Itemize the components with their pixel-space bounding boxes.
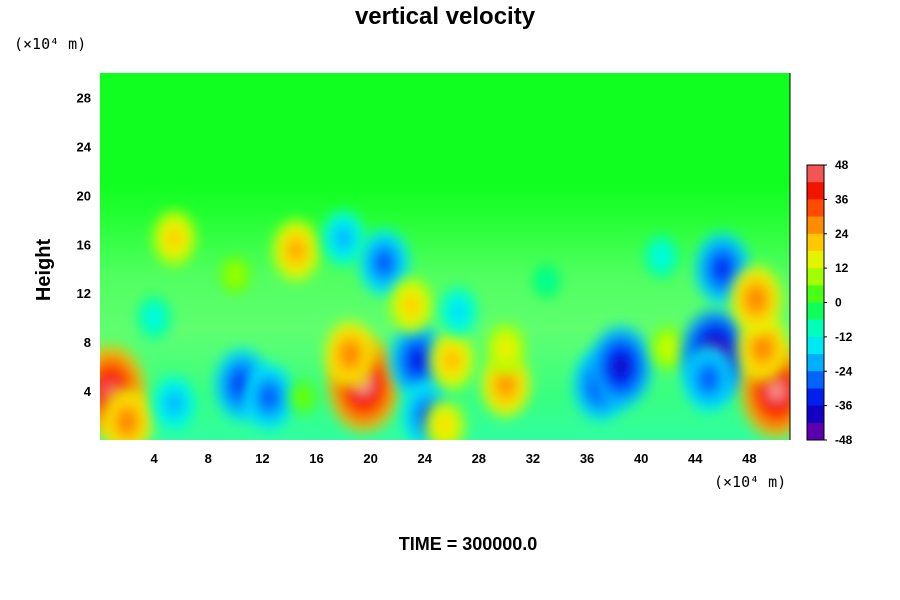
colorbar: 48 36 24 12 0 -12 -24 -36 -48 bbox=[806, 158, 853, 447]
x-tick-label: 28 bbox=[472, 451, 486, 466]
y-tick-label: 8 bbox=[84, 335, 91, 350]
plot-area bbox=[100, 73, 791, 440]
colorbar-swatch bbox=[807, 388, 824, 407]
velocity-cell bbox=[289, 380, 317, 414]
velocity-cell bbox=[682, 344, 736, 414]
velocity-cell bbox=[242, 362, 296, 432]
velocity-cell bbox=[152, 209, 197, 267]
y-unit-label: (×10⁴ m) bbox=[14, 35, 86, 53]
colorbar-tick-label: -12 bbox=[835, 330, 853, 344]
velocity-cell bbox=[389, 276, 434, 334]
colorbar-tick-label: 24 bbox=[835, 227, 849, 241]
colorbar-swatch bbox=[807, 354, 824, 372]
velocity-cell bbox=[357, 228, 411, 298]
velocity-cell bbox=[588, 324, 653, 409]
velocity-cell bbox=[729, 264, 783, 334]
colorbar-swatch bbox=[807, 285, 824, 303]
velocity-cell bbox=[219, 255, 251, 295]
colorbar-swatch bbox=[807, 182, 824, 200]
y-tick-label: 16 bbox=[77, 237, 91, 252]
colorbar-swatch bbox=[807, 268, 824, 286]
colorbar-tick-label: 36 bbox=[835, 192, 849, 206]
colorbar-tick-labels: 48 36 24 12 0 -12 -24 -36 -48 bbox=[824, 158, 853, 447]
colorbar-swatch bbox=[807, 250, 824, 269]
x-tick-label: 16 bbox=[309, 451, 323, 466]
x-tick-label: 20 bbox=[363, 451, 377, 466]
velocity-cell bbox=[152, 374, 197, 432]
x-tick-label: 36 bbox=[580, 451, 594, 466]
colorbar-swatch bbox=[807, 199, 824, 218]
y-tick-labels: 4 8 12 16 20 24 28 bbox=[77, 90, 92, 399]
colorbar-swatch bbox=[807, 336, 824, 355]
colorbar-swatch bbox=[807, 371, 824, 389]
time-footer: TIME = 300000.0 bbox=[399, 534, 538, 554]
x-tick-label: 40 bbox=[634, 451, 648, 466]
velocity-cell bbox=[100, 387, 154, 440]
velocity-cell bbox=[485, 322, 526, 374]
colorbar-swatch bbox=[807, 319, 824, 338]
velocity-cell bbox=[321, 209, 366, 267]
velocity-cell bbox=[650, 325, 686, 371]
x-unit-label: (×10⁴ m) bbox=[714, 473, 786, 491]
velocity-cell bbox=[136, 295, 172, 341]
y-tick-label: 20 bbox=[77, 188, 91, 203]
x-tick-label: 48 bbox=[742, 451, 756, 466]
y-tick-label: 28 bbox=[77, 90, 91, 105]
chart-title: vertical velocity bbox=[355, 3, 536, 30]
velocity-cell bbox=[438, 286, 479, 338]
x-tick-label: 24 bbox=[417, 451, 432, 466]
velocity-cell bbox=[271, 218, 321, 282]
colorbar-tick-label: 48 bbox=[835, 158, 849, 172]
colorbar-tick-label: 0 bbox=[835, 296, 842, 310]
velocity-cell bbox=[532, 262, 561, 299]
y-tick-label: 12 bbox=[77, 286, 91, 301]
x-tick-label: 12 bbox=[255, 451, 269, 466]
velocity-cell bbox=[693, 231, 752, 307]
colorbar-swatch bbox=[807, 216, 824, 235]
x-tick-label: 4 bbox=[151, 451, 159, 466]
contour-field bbox=[100, 209, 790, 440]
x-tick-label: 8 bbox=[205, 451, 212, 466]
colorbar-swatch bbox=[807, 422, 824, 441]
y-tick-label: 24 bbox=[77, 139, 92, 154]
colorbar-tick-label: -36 bbox=[835, 399, 853, 413]
x-tick-labels: 4 8 12 16 20 24 28 32 36 40 44 48 bbox=[151, 451, 757, 466]
velocity-cell bbox=[388, 321, 448, 400]
colorbar-tick-label: -24 bbox=[835, 364, 853, 378]
x-tick-label: 44 bbox=[688, 451, 703, 466]
velocity-cell bbox=[323, 319, 377, 389]
colorbar-swatch bbox=[807, 165, 824, 183]
velocity-cell bbox=[643, 234, 680, 279]
velocity-cell bbox=[424, 398, 466, 440]
x-tick-label: 32 bbox=[526, 451, 540, 466]
velocity-cell bbox=[428, 330, 475, 391]
y-tick-label: 4 bbox=[84, 384, 92, 399]
colorbar-swatch bbox=[807, 405, 824, 424]
y-axis-label: Height bbox=[33, 239, 55, 302]
colorbar-swatches bbox=[807, 165, 824, 441]
colorbar-swatch bbox=[807, 233, 824, 252]
colorbar-swatch bbox=[807, 302, 824, 321]
colorbar-tick-label: 12 bbox=[835, 261, 849, 275]
colorbar-tick-label: -48 bbox=[835, 433, 853, 447]
velocity-cell bbox=[480, 351, 532, 418]
